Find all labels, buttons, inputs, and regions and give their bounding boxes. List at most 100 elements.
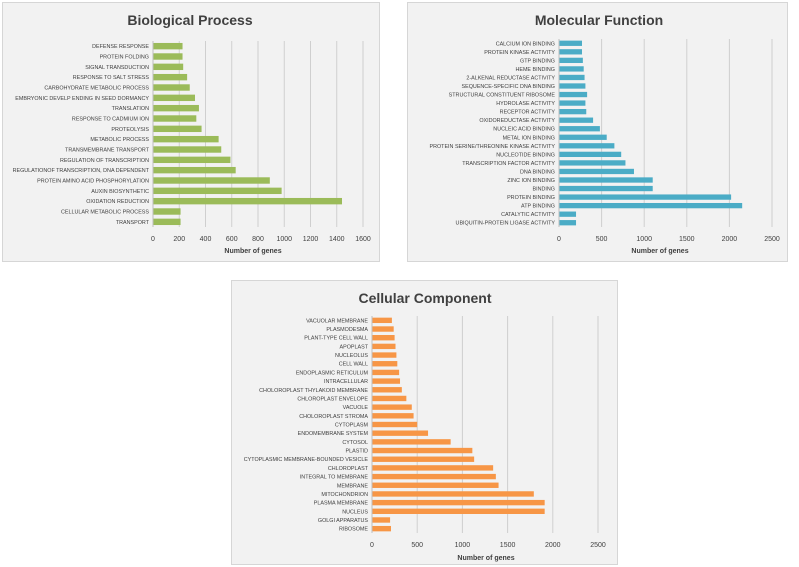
chart-title: Molecular Function [535, 12, 663, 28]
category-label: VACUOLE [343, 405, 369, 411]
bar [559, 134, 607, 140]
bar [559, 220, 577, 226]
x-tick-label: 1500 [679, 236, 695, 243]
x-tick-label: 2000 [722, 236, 738, 243]
x-tick-label: 1400 [329, 236, 345, 243]
category-label: RIBOSOME [339, 527, 368, 533]
x-tick-label: 1000 [636, 236, 652, 243]
bar [372, 413, 414, 419]
chart-panel-molecular-function: Molecular Function 0 500 1000 1500 2000 2500 CA… [407, 2, 788, 262]
category-label: REGULATIONOF TRANSCRIPTION, DNA DEPENDEN… [13, 168, 150, 174]
bar [559, 185, 653, 192]
category-label: DNA BINDING [520, 169, 555, 175]
category-label: HEME BINDING [515, 67, 555, 73]
category-label: MITOCHONDRION [321, 492, 368, 498]
bar [559, 126, 600, 132]
category-label: AUXIN BIOSYNTHETIC [91, 189, 149, 195]
bar [559, 211, 577, 217]
bar [372, 508, 545, 514]
x-tick-label: 1600 [355, 236, 371, 243]
category-label: PLASMA MEMBRANE [314, 501, 369, 507]
category-label: PROTEIN KINASE ACTIVITY [484, 50, 555, 56]
category-label: 2-ALKENAL REDUCTASE ACTIVITY [466, 75, 555, 81]
category-label: ATP BINDING [521, 204, 555, 210]
bar [559, 66, 584, 72]
category-label: NUCLEUS [342, 509, 368, 515]
category-label: PROTEIN BINDING [507, 195, 555, 201]
bar [372, 473, 496, 480]
bar [372, 421, 418, 428]
category-label: SEQUENCE-SPECIFIC DNA BINDING [462, 84, 555, 90]
category-label: APOPLAST [340, 344, 369, 350]
bar [559, 40, 583, 46]
x-tick-label: 1000 [276, 236, 292, 243]
category-label: CHOLOROPLAST STROMA [299, 414, 368, 420]
bar [559, 177, 653, 183]
category-label: TRANSCRIPTION FACTOR ACTIVITY [462, 161, 555, 167]
bar [153, 63, 184, 71]
category-label: GOLGI APPARATUS [318, 518, 369, 524]
bar [372, 343, 396, 350]
bar [153, 104, 199, 112]
bar [372, 378, 401, 384]
category-label: GTP BINDING [520, 58, 555, 64]
x-tick-label: 2500 [590, 542, 606, 549]
bar [372, 491, 534, 497]
bar [153, 166, 236, 174]
x-tick-label: 400 [200, 236, 212, 243]
bar [559, 168, 634, 175]
category-label: PLANT-TYPE CELL WALL [304, 336, 368, 342]
category-label: NUCLEOLUS [335, 353, 368, 359]
x-tick-label: 0 [557, 236, 561, 243]
bar [559, 83, 586, 89]
bar-chart-biological-process: Biological Process 0 200 400 600 800 1000 1200 1… [13, 12, 371, 255]
category-label: OXIDATION REDUCTION [86, 199, 149, 205]
category-label: VACUOLAR MEMBRANE [306, 318, 368, 324]
chart-title: Biological Process [127, 12, 252, 28]
x-tick-label: 2500 [764, 236, 780, 243]
category-label: ZINC ION BINDING [507, 178, 555, 184]
category-label: CYTOPLASMIC MEMBRANE-BOUNDED VESICLE [244, 457, 369, 463]
category-label: HYDROLASE ACTIVITY [496, 101, 555, 107]
bar [372, 326, 394, 332]
bar [372, 361, 398, 367]
bar [559, 202, 743, 209]
category-label: SIGNAL TRANSDUCTION [85, 65, 149, 71]
category-label: INTRACELLULAR [324, 379, 368, 385]
bar [559, 108, 587, 115]
bar [153, 115, 197, 122]
bar [153, 156, 231, 164]
bar [372, 456, 475, 462]
category-label: CYTOSOL [342, 440, 368, 446]
bar [559, 143, 615, 149]
category-label: ENDOMEMBRANE SYSTEM [298, 431, 369, 437]
category-label: TRANSPORT [116, 220, 150, 226]
x-tick-label: 500 [411, 542, 423, 549]
category-label: EMBRYONIC DEVELP ENDING IN SEED DORMANCY [15, 96, 149, 102]
x-tick-label: 0 [151, 236, 155, 243]
x-tick-label: 1200 [303, 236, 319, 243]
category-label: RESPONSE TO CADMIUM ION [72, 117, 149, 123]
bar [153, 187, 282, 195]
x-tick-label: 2000 [545, 542, 561, 549]
bar [372, 439, 451, 445]
x-tick-label: 800 [252, 236, 264, 243]
x-tick-label: 1500 [500, 542, 516, 549]
category-label: STRUCTURAL CONSTITUENT RIBOSOME [449, 93, 556, 99]
bar [153, 42, 183, 50]
bar [559, 160, 626, 166]
category-label: CARBOHYDRATE METABOLIC PROCESS [44, 86, 149, 92]
bar [372, 517, 391, 523]
category-label: CHOLOROPLAST THYLAKOID MEMBRANE [259, 388, 368, 394]
category-label: PROTEIN FOLDING [100, 55, 149, 61]
category-label: CYTOPLASM [335, 423, 369, 429]
bar [153, 146, 222, 153]
category-label: CELL WALL [339, 362, 368, 368]
bar [153, 218, 181, 226]
category-label: OXIDOREDUCTASE ACTIVITY [479, 118, 555, 124]
category-label: NUCLEOTIDE BINDING [496, 152, 555, 158]
bar [372, 317, 392, 324]
bar [372, 499, 545, 506]
x-tick-label: 500 [596, 236, 608, 243]
category-label: NUCLEIC ACID BINDING [493, 127, 555, 133]
